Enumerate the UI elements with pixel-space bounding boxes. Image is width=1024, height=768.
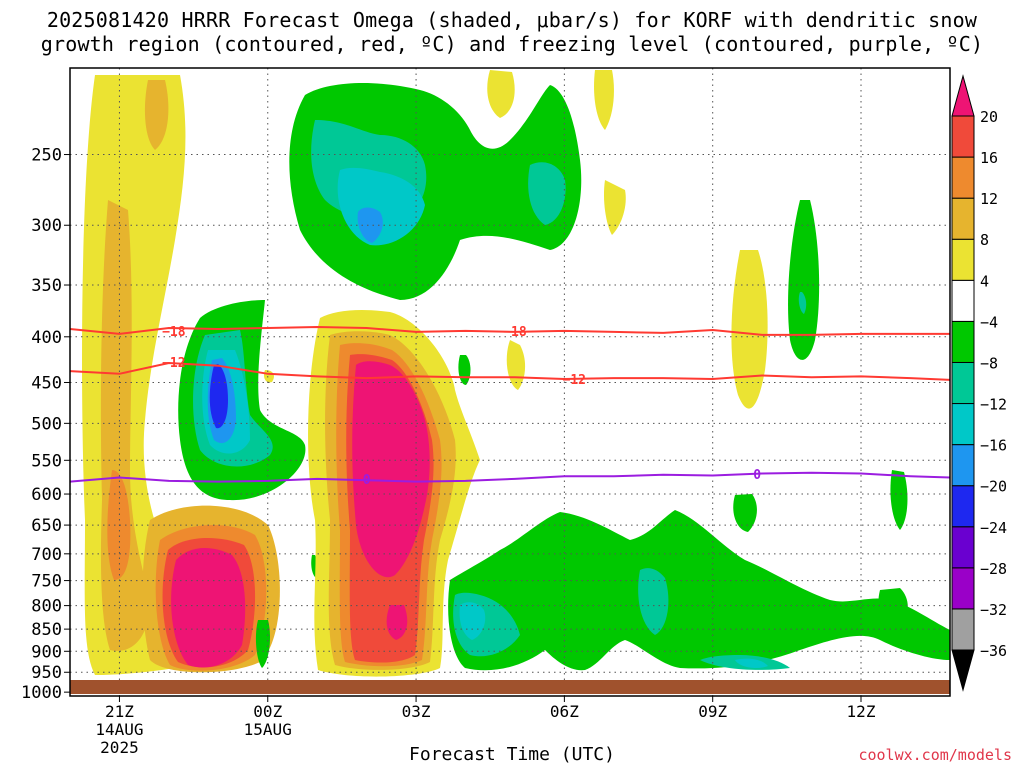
- omega-region: [788, 200, 820, 360]
- omega-shading: [82, 70, 950, 677]
- colorbar-segment: [951, 485, 975, 528]
- y-tick-label: 300: [31, 216, 62, 236]
- title-line-2: growth region (contoured, red, ºC) and f…: [40, 32, 984, 56]
- colorbar-label: 16: [980, 149, 998, 167]
- colorbar-segment: [951, 403, 975, 446]
- temperature-contours: −18 −18 −12 −12 0 0: [70, 325, 950, 488]
- colorbar-bottom-arrow: [951, 649, 975, 692]
- colorbar-label: −28: [980, 560, 1007, 578]
- colorbar-segment: [951, 279, 975, 322]
- colorbar-label: −20: [980, 478, 1007, 496]
- omega-region: [878, 588, 908, 628]
- colorbar: −36 −32 −28 −24 −20 −16 −12 −8 −4 4 8 12 16 20: [951, 74, 1007, 692]
- colorbar-label: 20: [980, 108, 998, 126]
- omega-region: [594, 70, 614, 130]
- x-tick-label: 12Z: [847, 702, 876, 721]
- colorbar-label: −16: [980, 437, 1007, 455]
- contour-label: 0: [753, 468, 761, 483]
- colorbar-segment: [951, 444, 975, 487]
- omega-region: [733, 494, 757, 532]
- colorbar-label: −12: [980, 396, 1007, 414]
- x-tick-label: 21Z: [105, 702, 134, 721]
- colorbar-segment: [951, 197, 975, 240]
- omega-region: [448, 510, 950, 671]
- colorbar-label: −4: [980, 313, 998, 331]
- omega-region: [890, 470, 908, 530]
- y-tick-label: 550: [31, 451, 62, 471]
- omega-region: [603, 180, 626, 235]
- y-tick-label: 350: [31, 276, 62, 296]
- omega-region: [731, 250, 768, 409]
- colorbar-segment: [951, 115, 975, 158]
- x-tick-label: 15AUG: [244, 720, 292, 739]
- x-tick-label: 2025: [100, 738, 139, 757]
- colorbar-label: −36: [980, 642, 1007, 660]
- contour-label: −18: [503, 325, 527, 340]
- colorbar-label: −32: [980, 601, 1007, 619]
- omega-region: [171, 548, 246, 668]
- y-tick-label: 950: [31, 663, 62, 683]
- y-tick-label: 450: [31, 373, 62, 393]
- y-tick-label: 850: [31, 620, 62, 640]
- omega-region: [459, 602, 486, 640]
- y-tick-label: 750: [31, 572, 62, 592]
- contour-label: 0: [363, 473, 371, 488]
- y-tick-label: 700: [31, 545, 62, 565]
- x-tick-label: 14AUG: [95, 720, 143, 739]
- colorbar-label: 4: [980, 272, 989, 290]
- omega-region: [352, 361, 430, 578]
- omega-region: [735, 658, 768, 668]
- colorbar-top-arrow: [951, 74, 975, 117]
- omega-region: [255, 620, 270, 668]
- colorbar-segment: [951, 567, 975, 610]
- title-line-1: 2025081420 HRRR Forecast Omega (shaded, …: [46, 8, 978, 32]
- colorbar-label: 12: [980, 190, 998, 208]
- contour-line: [70, 471, 950, 483]
- chart-title: 2025081420 HRRR Forecast Omega (shaded, …: [0, 8, 1024, 56]
- y-tick-label: 900: [31, 642, 62, 662]
- colorbar-segment: [951, 156, 975, 199]
- y-tick-label: 250: [31, 146, 62, 166]
- x-tick-label: 03Z: [402, 702, 431, 721]
- colorbar-segment: [951, 608, 975, 651]
- colorbar-label: −24: [980, 519, 1007, 537]
- omega-region: [798, 292, 807, 314]
- omega-region: [386, 605, 408, 640]
- x-axis-label: Forecast Time (UTC): [409, 744, 615, 765]
- omega-region: [107, 470, 131, 580]
- colorbar-segment: [951, 526, 975, 569]
- y-tick-label: 500: [31, 414, 62, 434]
- y-tick-label: 600: [31, 485, 62, 505]
- omega-region: [209, 364, 228, 429]
- colorbar-label: 8: [980, 231, 989, 249]
- omega-region: [528, 162, 566, 225]
- colorbar-segment: [951, 361, 975, 405]
- watermark: coolwx.com/models: [858, 746, 1012, 764]
- omega-region: [144, 80, 169, 150]
- colorbar-label: −8: [980, 354, 998, 372]
- x-tick-label: 09Z: [698, 702, 727, 721]
- colorbar-segment: [951, 320, 975, 363]
- y-tick-label: 800: [31, 597, 62, 617]
- y-axis: 2503003504004505005506006507007508008509…: [21, 146, 70, 703]
- colorbar-segment: [951, 238, 975, 281]
- contour-label: −12: [563, 373, 586, 388]
- omega-region: [487, 70, 515, 118]
- x-tick-label: 06Z: [550, 702, 579, 721]
- x-tick-label: 00Z: [253, 702, 282, 721]
- contour-label: −12: [162, 356, 185, 371]
- omega-region: [357, 207, 383, 243]
- y-tick-label: 1000: [21, 683, 62, 703]
- y-tick-label: 650: [31, 516, 62, 536]
- contour-line: [70, 325, 950, 336]
- omega-region: [638, 568, 669, 635]
- terrain-ground: [70, 680, 950, 694]
- y-tick-label: 400: [31, 328, 62, 348]
- grid-lines: [70, 68, 950, 696]
- contour-line: [70, 361, 950, 381]
- contour-label: −18: [162, 325, 186, 340]
